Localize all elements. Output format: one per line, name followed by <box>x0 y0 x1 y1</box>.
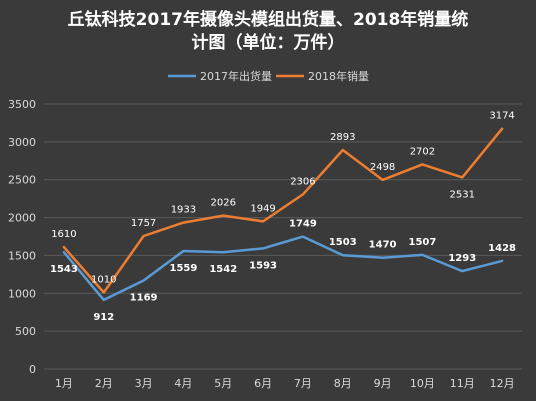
data-label-2017: 1749 <box>289 219 317 230</box>
y-tick-label: 1500 <box>8 249 36 262</box>
x-tick-label: 5月 <box>214 377 232 390</box>
y-tick-label: 500 <box>15 325 36 338</box>
data-label-2018: 1610 <box>51 229 76 240</box>
data-label-2017: 1593 <box>249 260 277 271</box>
x-tick-label: 3月 <box>135 377 153 390</box>
chart-legend: 2017年出货量 2018年销量 <box>168 69 369 83</box>
data-label-2017: 1293 <box>448 253 476 264</box>
chart-title-line-1: 丘钛科技2017年摄像头模组出货量、2018年销量统 <box>68 9 469 30</box>
x-tick-label: 2月 <box>95 377 113 390</box>
x-tick-label: 10月 <box>410 377 435 390</box>
legend-label-2018: 2018年销量 <box>308 69 369 83</box>
x-tick-label: 9月 <box>374 377 392 390</box>
legend-label-2017: 2017年出货量 <box>200 69 272 83</box>
data-label-2017: 1169 <box>130 292 158 303</box>
x-tick-label: 8月 <box>334 377 352 390</box>
x-tick-label: 12月 <box>490 377 515 390</box>
x-tick-label: 11月 <box>450 377 475 390</box>
data-label-2017: 1507 <box>408 237 436 248</box>
y-axis: 0 500 1000 1500 2000 2500 3000 3500 <box>8 98 36 376</box>
data-labels: 1543 912 1169 1559 1542 1593 1749 1503 1470 1507 1… <box>50 111 516 323</box>
chart-title-line-2: 计图（单位：万件） <box>192 32 345 53</box>
data-label-2018: 1757 <box>131 218 156 229</box>
series-lines <box>62 127 504 302</box>
y-tick-label: 2500 <box>8 174 36 187</box>
y-tick-label: 3500 <box>8 98 36 111</box>
data-label-2017: 1470 <box>369 240 397 251</box>
data-label-2018: 2306 <box>290 176 315 187</box>
series-line-2017 <box>62 235 504 302</box>
data-label-2018: 2026 <box>211 198 236 209</box>
data-label-2018: 1010 <box>91 275 116 286</box>
x-tick-label: 4月 <box>174 377 192 390</box>
x-axis: 1月 2月 3月 4月 5月 6月 7月 8月 9月 10月 11月 12月 <box>55 377 515 390</box>
data-label-2018: 3174 <box>489 111 514 122</box>
data-label-2017: 1559 <box>169 263 197 274</box>
data-label-2017: 1503 <box>329 237 357 248</box>
data-label-2017: 1428 <box>488 243 516 254</box>
x-tick-label: 7月 <box>294 377 312 390</box>
grid-lines <box>44 103 522 370</box>
y-tick-label: 1000 <box>8 287 36 300</box>
data-label-2018: 2893 <box>330 132 355 143</box>
series-line-2018 <box>62 127 504 294</box>
data-label-2018: 1933 <box>171 205 196 216</box>
data-label-2018: 2531 <box>450 189 475 200</box>
y-tick-label: 0 <box>29 363 36 376</box>
data-label-2017: 912 <box>93 312 114 323</box>
data-label-2017: 1542 <box>209 264 237 275</box>
data-label-2018: 1949 <box>250 203 275 214</box>
x-tick-label: 6月 <box>254 377 272 390</box>
y-tick-label: 2000 <box>8 212 36 225</box>
data-label-2018: 2702 <box>410 146 435 157</box>
y-tick-label: 3000 <box>8 136 36 149</box>
data-label-2017: 1543 <box>50 264 78 275</box>
data-label-2018: 2498 <box>370 162 395 173</box>
x-tick-label: 1月 <box>55 377 73 390</box>
